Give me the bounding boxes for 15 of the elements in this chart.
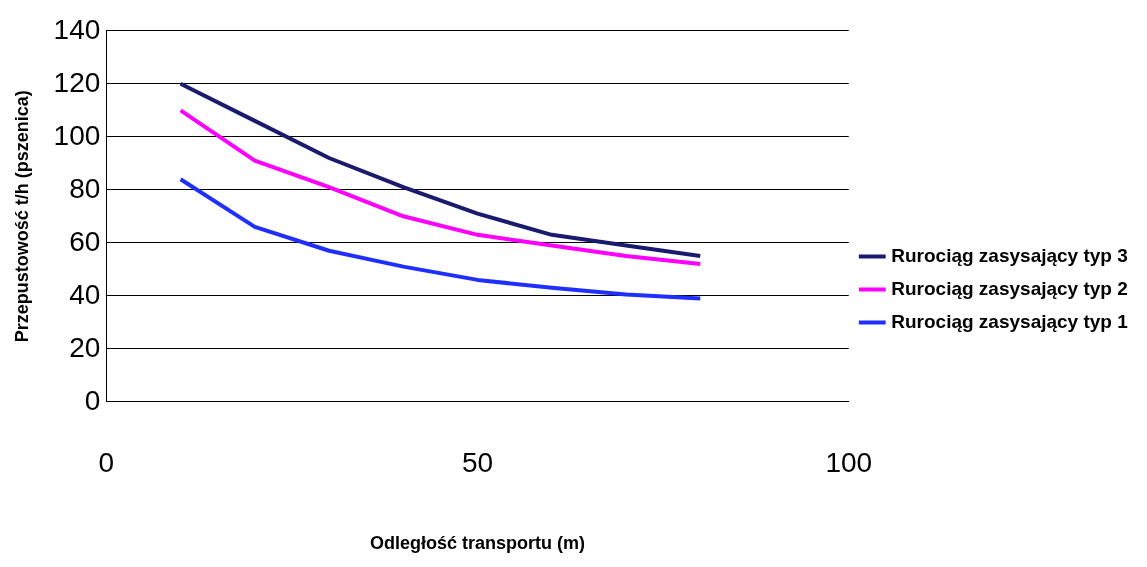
- x-tick-label: 50: [461, 447, 494, 479]
- legend-label: Rurociąg zasysający typ 3: [891, 244, 1128, 266]
- y-tick-label: 40: [69, 278, 101, 310]
- y-tick-label: 20: [69, 331, 101, 363]
- y-tick-label: 0: [84, 384, 101, 416]
- y-tick-label: 60: [69, 225, 101, 257]
- legend-label: Rurociąg zasysający typ 2: [891, 277, 1128, 299]
- y-tick-label: 140: [53, 13, 101, 45]
- y-tick-label: 80: [69, 172, 101, 204]
- legend-label: Rurociąg zasysający typ 1: [891, 310, 1129, 332]
- y-axis-title: Przepustowość t/h (pszenica): [11, 90, 32, 343]
- x-axis-title: Odległość transportu (m): [370, 533, 586, 554]
- y-tick-label: 100: [53, 119, 101, 151]
- y-tick-label: 120: [53, 66, 101, 98]
- x-tick-label: 100: [825, 447, 873, 479]
